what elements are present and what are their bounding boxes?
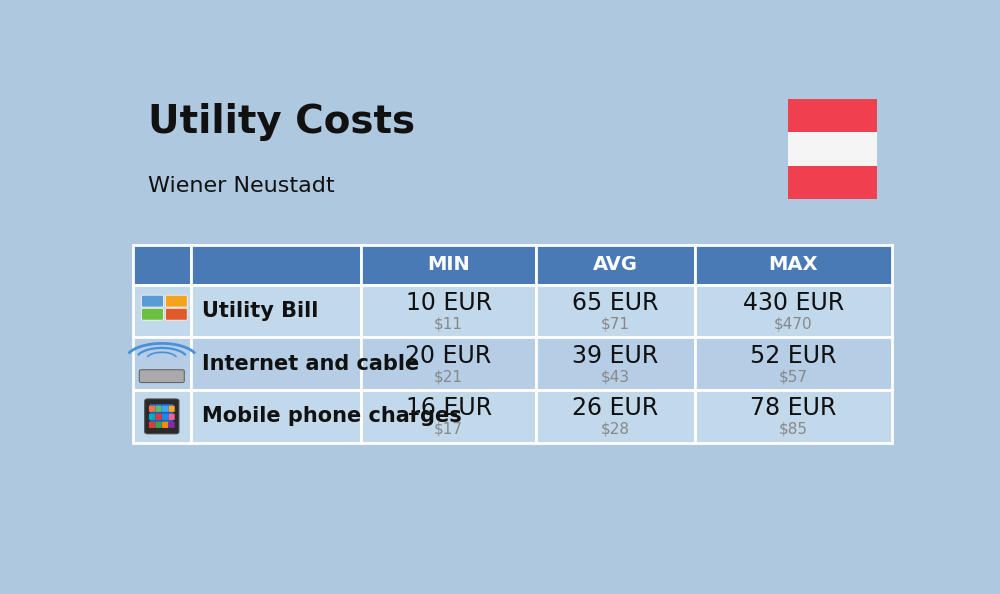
Text: Mobile phone charges: Mobile phone charges: [202, 406, 462, 426]
FancyBboxPatch shape: [133, 245, 191, 285]
FancyBboxPatch shape: [191, 245, 361, 285]
Text: $71: $71: [601, 317, 630, 331]
FancyBboxPatch shape: [149, 422, 155, 428]
FancyBboxPatch shape: [133, 390, 191, 443]
FancyBboxPatch shape: [142, 295, 163, 307]
FancyBboxPatch shape: [536, 337, 695, 390]
FancyBboxPatch shape: [536, 285, 695, 337]
Text: 52 EUR: 52 EUR: [750, 343, 837, 368]
FancyBboxPatch shape: [695, 337, 892, 390]
Text: Utility Bill: Utility Bill: [202, 301, 319, 321]
Text: $21: $21: [434, 369, 463, 384]
FancyBboxPatch shape: [361, 285, 536, 337]
FancyBboxPatch shape: [145, 399, 179, 434]
Text: 39 EUR: 39 EUR: [572, 343, 658, 368]
Text: $28: $28: [601, 422, 630, 437]
Text: 430 EUR: 430 EUR: [743, 291, 844, 315]
Text: Internet and cable: Internet and cable: [202, 354, 420, 374]
FancyBboxPatch shape: [191, 337, 361, 390]
FancyBboxPatch shape: [788, 166, 877, 200]
FancyBboxPatch shape: [133, 285, 191, 337]
FancyBboxPatch shape: [536, 245, 695, 285]
FancyBboxPatch shape: [142, 308, 163, 320]
FancyBboxPatch shape: [155, 413, 162, 420]
FancyBboxPatch shape: [536, 390, 695, 443]
FancyBboxPatch shape: [162, 406, 168, 412]
Text: 78 EUR: 78 EUR: [750, 396, 837, 420]
FancyBboxPatch shape: [695, 285, 892, 337]
FancyBboxPatch shape: [133, 337, 191, 390]
FancyBboxPatch shape: [139, 369, 184, 383]
FancyBboxPatch shape: [169, 422, 175, 428]
Text: $17: $17: [434, 422, 463, 437]
Text: $43: $43: [601, 369, 630, 384]
Text: MIN: MIN: [427, 255, 470, 274]
Text: 16 EUR: 16 EUR: [406, 396, 492, 420]
FancyBboxPatch shape: [788, 132, 877, 166]
FancyBboxPatch shape: [191, 390, 361, 443]
Text: $85: $85: [779, 422, 808, 437]
FancyBboxPatch shape: [155, 406, 162, 412]
FancyBboxPatch shape: [169, 406, 175, 412]
Text: 10 EUR: 10 EUR: [406, 291, 492, 315]
FancyBboxPatch shape: [169, 413, 175, 420]
FancyBboxPatch shape: [149, 406, 155, 412]
Text: 20 EUR: 20 EUR: [405, 343, 492, 368]
FancyBboxPatch shape: [165, 295, 187, 307]
Text: Utility Costs: Utility Costs: [148, 103, 415, 141]
FancyBboxPatch shape: [162, 422, 168, 428]
Text: $11: $11: [434, 317, 463, 331]
FancyBboxPatch shape: [695, 245, 892, 285]
Text: $57: $57: [779, 369, 808, 384]
FancyBboxPatch shape: [162, 413, 168, 420]
FancyBboxPatch shape: [155, 422, 162, 428]
FancyBboxPatch shape: [788, 99, 877, 132]
Text: MAX: MAX: [769, 255, 818, 274]
Text: AVG: AVG: [593, 255, 638, 274]
FancyBboxPatch shape: [149, 413, 155, 420]
Text: 65 EUR: 65 EUR: [572, 291, 658, 315]
Text: 26 EUR: 26 EUR: [572, 396, 658, 420]
Text: Wiener Neustadt: Wiener Neustadt: [148, 176, 335, 197]
FancyBboxPatch shape: [361, 337, 536, 390]
FancyBboxPatch shape: [165, 308, 187, 320]
FancyBboxPatch shape: [150, 405, 173, 426]
FancyBboxPatch shape: [695, 390, 892, 443]
FancyBboxPatch shape: [191, 285, 361, 337]
FancyBboxPatch shape: [361, 245, 536, 285]
Text: $470: $470: [774, 317, 813, 331]
FancyBboxPatch shape: [361, 390, 536, 443]
